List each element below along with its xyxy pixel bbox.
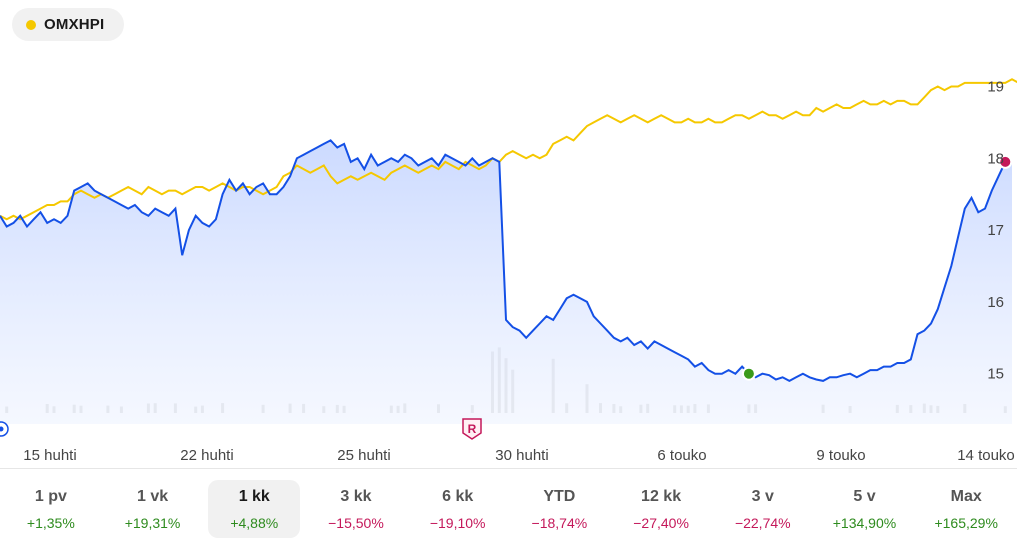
- left-edge-event-icon[interactable]: [0, 421, 9, 437]
- period-label: 3 v: [751, 487, 774, 505]
- period-label: 5 v: [853, 487, 876, 505]
- period-button-6-kk[interactable]: 6 kk −19,10%: [412, 480, 504, 538]
- x-tick-label: 15 huhti: [23, 447, 76, 464]
- period-change: −15,50%: [328, 514, 384, 531]
- period-button-ytd[interactable]: YTD −18,74%: [514, 480, 606, 538]
- y-tick-label: 19: [987, 79, 1004, 96]
- period-label: 1 pv: [34, 487, 67, 505]
- period-button-5-v[interactable]: 5 v +134,90%: [819, 480, 911, 538]
- period-change: −22,74%: [734, 514, 791, 531]
- period-label: Max: [950, 487, 982, 505]
- x-tick-label: 9 touko: [816, 447, 865, 464]
- period-button-1-pv[interactable]: 1 pv +1,35%: [5, 480, 97, 538]
- period-button-3-v[interactable]: 3 v −22,74%: [717, 480, 809, 538]
- period-label: 12 kk: [641, 487, 682, 505]
- event-marker-r[interactable]: R: [462, 418, 482, 440]
- period-change: +165,29%: [934, 514, 998, 531]
- price-chart[interactable]: 15 16 17 18 19 15 huhti 22 huhti 25 huhti 30 hu…: [0, 0, 1017, 468]
- period-change: +19,31%: [124, 514, 181, 531]
- stock-series-line: [0, 139, 1012, 383]
- y-tick-label: 18: [987, 150, 1004, 167]
- period-button-1-vk[interactable]: 1 vk +19,31%: [107, 480, 199, 538]
- x-tick-label: 14 touko: [957, 447, 1015, 464]
- period-button-1-kk[interactable]: 1 kk +4,88%: [208, 480, 301, 538]
- period-label: YTD: [543, 487, 576, 505]
- period-label: 1 vk: [136, 487, 169, 505]
- y-axis: 15 16 17 18 19: [987, 79, 1004, 383]
- period-selector: 1 pv +1,35% 1 vk +19,31% 1 kk +4,88% 3 kk −15,5…: [0, 468, 1017, 539]
- legend-chip[interactable]: OMXHPI: [12, 8, 125, 41]
- period-label: 6 kk: [442, 487, 474, 505]
- period-change: −18,74%: [531, 514, 588, 531]
- period-change: −19,10%: [429, 514, 486, 531]
- period-change: −27,40%: [633, 514, 689, 531]
- legend-label: OMXHPI: [44, 16, 105, 33]
- x-tick-label: 25 huhti: [337, 447, 390, 464]
- y-tick-label: 16: [987, 294, 1004, 311]
- stock-area-fill: [0, 140, 1012, 424]
- period-button-max[interactable]: Max +165,29%: [920, 480, 1012, 538]
- period-change: +134,90%: [832, 514, 897, 531]
- price-event-marker[interactable]: [998, 154, 1013, 169]
- period-label: 1 kk: [238, 487, 270, 505]
- y-tick-label: 17: [987, 222, 1004, 239]
- index-series-line: [0, 78, 1017, 221]
- event-marker-label: R: [468, 422, 477, 436]
- price-event-marker[interactable]: [741, 366, 756, 381]
- period-change: +1,35%: [26, 514, 75, 531]
- legend-color-dot: [26, 19, 36, 30]
- period-change: +4,88%: [230, 514, 279, 531]
- period-button-3-kk[interactable]: 3 kk −15,50%: [310, 480, 402, 538]
- y-tick-label: 15: [987, 366, 1004, 383]
- x-tick-label: 30 huhti: [495, 447, 548, 464]
- x-tick-label: 6 touko: [657, 447, 706, 464]
- period-label: 3 kk: [340, 487, 372, 505]
- x-axis: 15 huhti 22 huhti 25 huhti 30 huhti 6 touko 9…: [23, 447, 1014, 464]
- x-tick-label: 22 huhti: [180, 447, 233, 464]
- period-button-12-kk[interactable]: 12 kk −27,40%: [615, 480, 707, 538]
